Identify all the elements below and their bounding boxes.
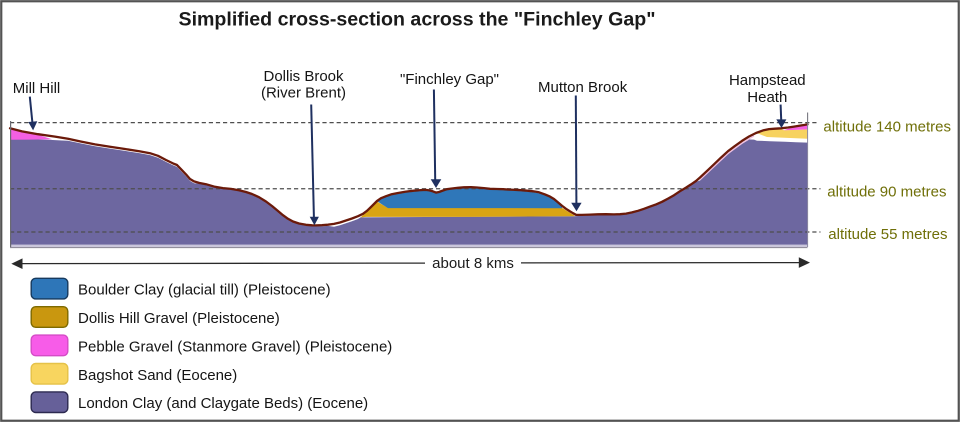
svg-text:Mutton Brook: Mutton Brook [538, 79, 628, 96]
svg-text:altitude 140 metres: altitude 140 metres [823, 118, 951, 135]
svg-text:Heath: Heath [747, 89, 787, 106]
svg-text:Pebble Gravel (Stanmore Gravel: Pebble Gravel (Stanmore Gravel) (Pleisto… [78, 338, 392, 355]
svg-text:"Finchley Gap": "Finchley Gap" [400, 71, 499, 88]
svg-text:Boulder Clay (glacial till) (P: Boulder Clay (glacial till) (Pleistocene… [78, 282, 331, 299]
svg-text:Hampstead: Hampstead [729, 72, 806, 89]
svg-text:Dollis Brook: Dollis Brook [263, 68, 344, 85]
svg-text:Simplified cross-section acros: Simplified cross-section across the "Fin… [179, 8, 656, 30]
svg-text:about 8 kms: about 8 kms [432, 255, 514, 272]
svg-text:Dollis Hill Gravel (Pleistocen: Dollis Hill Gravel (Pleistocene) [78, 310, 280, 327]
svg-text:altitude 55 metres: altitude 55 metres [828, 226, 947, 243]
svg-text:London Clay (and Claygate Beds: London Clay (and Claygate Beds) (Eocene) [78, 395, 368, 412]
svg-text:Bagshot Sand (Eocene): Bagshot Sand (Eocene) [78, 367, 237, 384]
svg-text:altitude 90 metres: altitude 90 metres [827, 184, 946, 201]
svg-text:(River Brent): (River Brent) [261, 84, 346, 101]
svg-text:Mill Hill: Mill Hill [13, 80, 61, 97]
